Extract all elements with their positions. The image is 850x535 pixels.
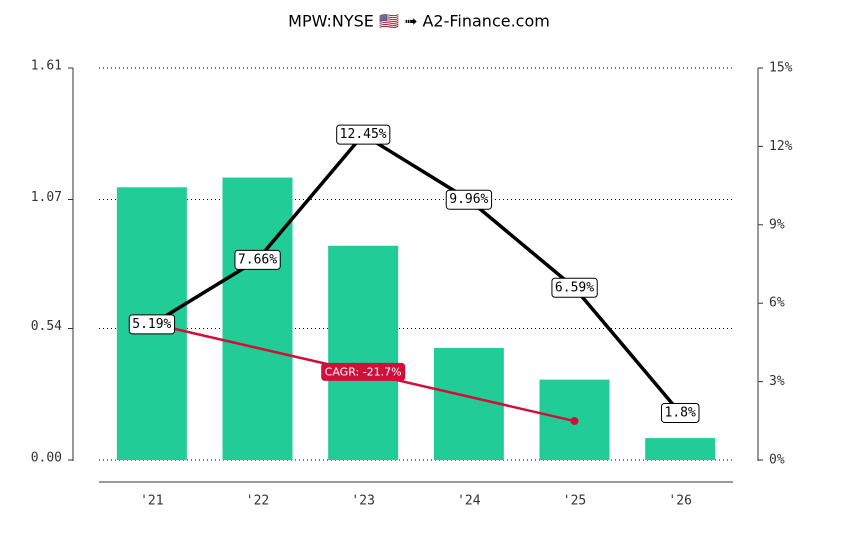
y-tick-label: 1.07 bbox=[31, 190, 62, 205]
cagr-point bbox=[570, 417, 579, 426]
data-label-box bbox=[234, 249, 281, 270]
data-label: 6.59% bbox=[555, 280, 594, 295]
y2-tick-label: 3% bbox=[769, 374, 785, 389]
bar bbox=[328, 245, 399, 460]
data-label: 1.8% bbox=[665, 405, 696, 420]
data-label: 9.96% bbox=[449, 192, 488, 207]
bar bbox=[645, 438, 716, 460]
bar bbox=[222, 177, 293, 460]
data-label-box bbox=[551, 277, 598, 298]
y2-tick-label: 12% bbox=[769, 139, 793, 154]
x-tick-label: '23 bbox=[351, 494, 374, 509]
x-tick-label: '21 bbox=[140, 494, 163, 509]
data-label-box bbox=[336, 124, 391, 145]
line bbox=[150, 132, 682, 415]
x-tick-label: '26 bbox=[668, 494, 691, 509]
y2-tick-label: 15% bbox=[769, 61, 793, 76]
x-tick-label: '24 bbox=[457, 494, 481, 509]
x-tick-label: '22 bbox=[246, 494, 269, 509]
cagr-label-box bbox=[321, 362, 406, 381]
cagr-label: CAGR: -21.7% bbox=[325, 365, 402, 378]
y2-tick-label: 9% bbox=[769, 217, 785, 232]
y-tick-label: 1.61 bbox=[31, 59, 62, 74]
chart-title: MPW:NYSE 🇺🇸 ➟ A2-Finance.com bbox=[288, 12, 550, 31]
bar bbox=[433, 348, 504, 460]
data-label: 7.66% bbox=[238, 252, 277, 267]
data-label: 12.45% bbox=[340, 127, 387, 142]
y-tick-label: 0.00 bbox=[31, 451, 62, 466]
y2-tick-label: 0% bbox=[769, 453, 785, 468]
data-label-box bbox=[445, 189, 493, 210]
y2-tick-label: 6% bbox=[769, 296, 785, 311]
data-label: 5.19% bbox=[132, 317, 171, 332]
data-label-box bbox=[661, 402, 700, 423]
x-tick-label: '25 bbox=[563, 494, 586, 509]
y-tick-label: 0.54 bbox=[31, 319, 62, 334]
data-label-box bbox=[128, 314, 176, 335]
